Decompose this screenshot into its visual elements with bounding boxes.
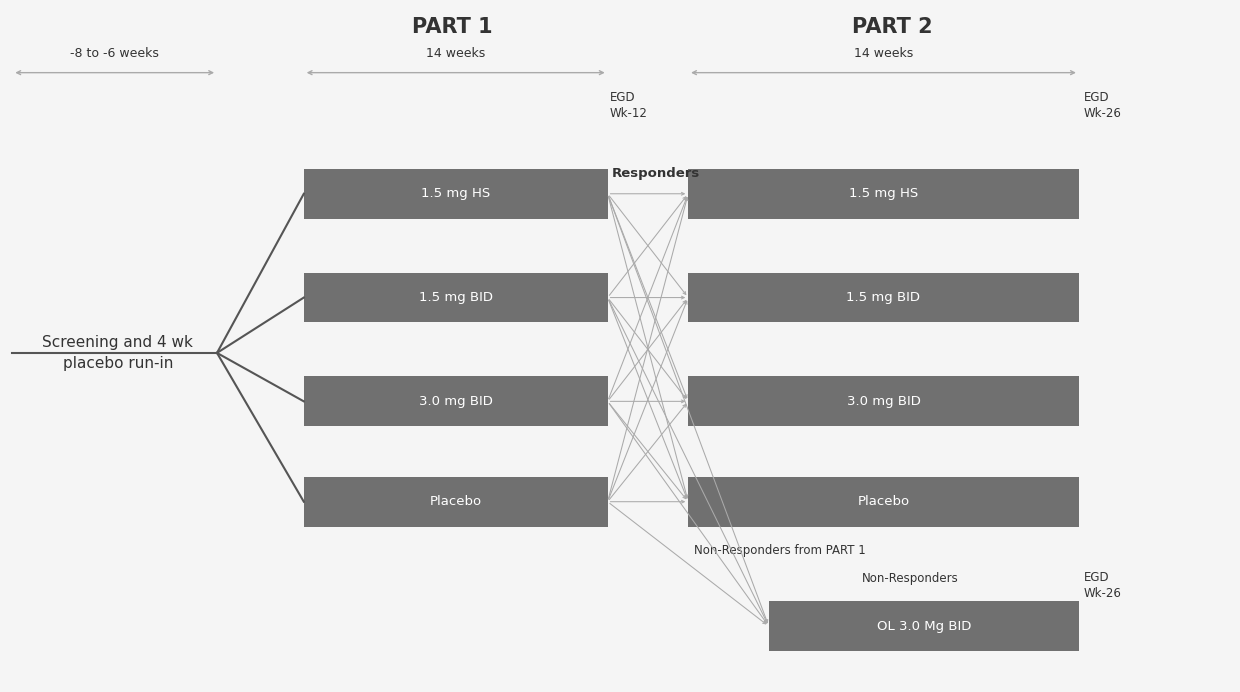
FancyBboxPatch shape — [769, 601, 1079, 651]
Text: -8 to -6 weeks: -8 to -6 weeks — [71, 47, 159, 60]
Text: Non-Responders: Non-Responders — [862, 572, 959, 585]
Text: EGD
Wk-12: EGD Wk-12 — [610, 91, 649, 120]
Text: PART 1: PART 1 — [412, 17, 494, 37]
Text: 14 weeks: 14 weeks — [854, 47, 913, 60]
Text: Non-Responders from PART 1: Non-Responders from PART 1 — [694, 544, 867, 557]
FancyBboxPatch shape — [304, 273, 608, 322]
FancyBboxPatch shape — [688, 273, 1079, 322]
Text: Screening and 4 wk
placebo run-in: Screening and 4 wk placebo run-in — [42, 335, 193, 371]
FancyBboxPatch shape — [688, 477, 1079, 527]
Text: 1.5 mg HS: 1.5 mg HS — [849, 188, 918, 200]
FancyBboxPatch shape — [304, 169, 608, 219]
Text: Placebo: Placebo — [429, 495, 482, 508]
Text: EGD
Wk-26: EGD Wk-26 — [1084, 91, 1122, 120]
Text: Placebo: Placebo — [857, 495, 910, 508]
Text: OL 3.0 Mg BID: OL 3.0 Mg BID — [877, 620, 971, 632]
Text: 1.5 mg BID: 1.5 mg BID — [419, 291, 492, 304]
FancyBboxPatch shape — [304, 376, 608, 426]
Text: Responders: Responders — [611, 167, 699, 180]
Text: 1.5 mg HS: 1.5 mg HS — [422, 188, 490, 200]
Text: EGD
Wk-26: EGD Wk-26 — [1084, 571, 1122, 600]
Text: 3.0 mg BID: 3.0 mg BID — [847, 395, 920, 408]
FancyBboxPatch shape — [688, 169, 1079, 219]
Text: PART 2: PART 2 — [852, 17, 934, 37]
Text: 3.0 mg BID: 3.0 mg BID — [419, 395, 492, 408]
FancyBboxPatch shape — [304, 477, 608, 527]
Text: 14 weeks: 14 weeks — [427, 47, 485, 60]
FancyBboxPatch shape — [688, 376, 1079, 426]
Text: 1.5 mg BID: 1.5 mg BID — [847, 291, 920, 304]
